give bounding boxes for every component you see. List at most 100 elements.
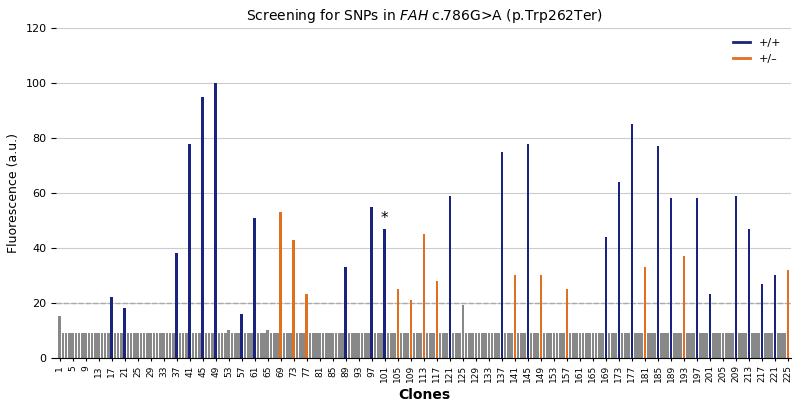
Bar — [725, 333, 727, 357]
Bar — [539, 275, 542, 357]
Bar — [429, 333, 432, 357]
Bar — [270, 333, 272, 357]
Bar — [553, 333, 555, 357]
Bar — [302, 333, 305, 357]
Bar — [422, 234, 425, 357]
Bar — [718, 333, 721, 357]
Bar — [504, 333, 506, 357]
Bar — [390, 333, 393, 357]
Bar — [175, 253, 178, 357]
Bar — [159, 333, 162, 357]
Bar — [435, 281, 438, 357]
Bar — [328, 333, 331, 357]
Bar — [254, 218, 256, 357]
Bar — [68, 333, 70, 357]
Bar — [715, 333, 718, 357]
Bar — [282, 333, 286, 357]
Bar — [689, 333, 692, 357]
Bar — [468, 333, 470, 357]
Bar — [761, 283, 763, 357]
Bar — [670, 198, 672, 357]
Bar — [358, 333, 360, 357]
Bar — [94, 333, 97, 357]
Bar — [514, 275, 516, 357]
Bar — [575, 333, 578, 357]
Bar — [156, 333, 158, 357]
Bar — [783, 333, 786, 357]
Bar — [595, 333, 598, 357]
Bar — [394, 333, 396, 357]
Bar — [487, 333, 490, 357]
Bar — [526, 144, 529, 357]
Bar — [286, 333, 289, 357]
Bar — [520, 333, 522, 357]
Bar — [438, 333, 442, 357]
Bar — [481, 333, 484, 357]
Bar — [257, 333, 259, 357]
Bar — [266, 330, 269, 357]
Bar — [706, 333, 708, 357]
Bar — [58, 317, 61, 357]
Bar — [510, 333, 513, 357]
Bar — [618, 182, 620, 357]
Title: Screening for SNPs in $\it{FAH}$ c.786G>A (p.Trp262Ter): Screening for SNPs in $\it{FAH}$ c.786G>… — [246, 7, 602, 25]
Bar — [666, 333, 669, 357]
Bar — [293, 240, 295, 357]
Bar — [550, 333, 552, 357]
Bar — [406, 333, 409, 357]
Bar — [471, 333, 474, 357]
Bar — [331, 333, 334, 357]
Bar — [218, 333, 220, 357]
Bar — [299, 333, 302, 357]
Bar — [419, 333, 422, 357]
Bar — [663, 333, 666, 357]
Bar — [273, 333, 275, 357]
Bar — [247, 333, 250, 357]
Bar — [318, 333, 321, 357]
Bar — [728, 333, 731, 357]
Bar — [205, 333, 207, 357]
Bar — [241, 314, 243, 357]
Bar — [673, 333, 675, 357]
Bar — [556, 333, 558, 357]
Bar — [198, 333, 201, 357]
Bar — [458, 333, 461, 357]
Bar — [361, 333, 363, 357]
Bar — [416, 333, 418, 357]
Bar — [432, 333, 435, 357]
Bar — [139, 333, 142, 357]
Bar — [530, 333, 533, 357]
Bar — [338, 333, 341, 357]
Bar — [751, 333, 754, 357]
Bar — [758, 333, 760, 357]
Bar — [566, 289, 568, 357]
Bar — [533, 333, 536, 357]
Bar — [221, 333, 223, 357]
Bar — [306, 294, 308, 357]
Bar — [81, 333, 84, 357]
Bar — [230, 333, 234, 357]
Bar — [657, 146, 659, 357]
Bar — [562, 333, 565, 357]
Bar — [153, 333, 155, 357]
Bar — [370, 207, 373, 357]
Bar — [224, 333, 226, 357]
Bar — [143, 333, 146, 357]
Bar — [786, 270, 790, 357]
Bar — [386, 333, 390, 357]
Bar — [309, 333, 311, 357]
Bar — [413, 333, 415, 357]
Bar — [780, 333, 783, 357]
Bar — [569, 333, 571, 357]
Bar — [536, 333, 539, 357]
Bar — [693, 333, 695, 357]
Y-axis label: Fluorescence (a.u.): Fluorescence (a.u.) — [7, 133, 20, 253]
Bar — [777, 333, 779, 357]
Bar — [250, 333, 253, 357]
Bar — [543, 333, 546, 357]
Bar — [572, 333, 574, 357]
Bar — [546, 333, 549, 357]
Bar — [712, 333, 714, 357]
Bar — [767, 333, 770, 357]
Bar — [342, 333, 344, 357]
